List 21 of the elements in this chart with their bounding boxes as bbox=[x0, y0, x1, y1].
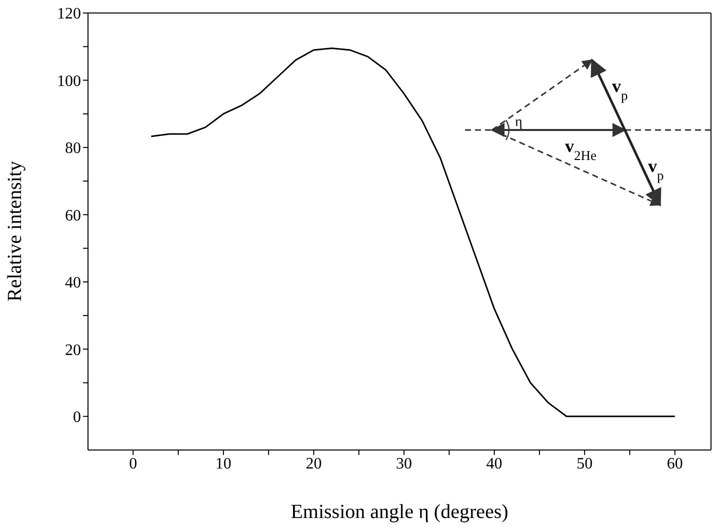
y-tick-label: 20 bbox=[65, 342, 81, 359]
x-axis-title: Emission angle η (degrees) bbox=[290, 501, 508, 523]
y-tick-label: 80 bbox=[65, 140, 81, 158]
x-tick-label: 0 bbox=[129, 455, 138, 472]
annotation: v$_{p}$ bbox=[612, 76, 628, 102]
annotation: v$_{p}$ bbox=[648, 156, 664, 182]
y-tick-label: 0 bbox=[73, 409, 81, 426]
x-tick-label: 20 bbox=[306, 455, 322, 472]
y-tick-label: 40 bbox=[65, 274, 81, 292]
line-series bbox=[150, 48, 676, 418]
x-tick-label: 40 bbox=[486, 455, 502, 472]
y-axis-title: Relative intensity bbox=[4, 160, 26, 302]
y-tick-label: 100 bbox=[57, 72, 81, 90]
x-tick-label: 50 bbox=[576, 455, 593, 472]
y-tick-label: 120 bbox=[57, 6, 81, 23]
annotation: η bbox=[515, 115, 522, 130]
x-tick-label: 10 bbox=[215, 455, 232, 472]
x-tick-label: 60 bbox=[666, 455, 683, 472]
annotation: v$_{2He}$ bbox=[565, 136, 596, 162]
y-tick-label: 60 bbox=[65, 207, 81, 224]
x-tick-label: 30 bbox=[396, 455, 412, 472]
